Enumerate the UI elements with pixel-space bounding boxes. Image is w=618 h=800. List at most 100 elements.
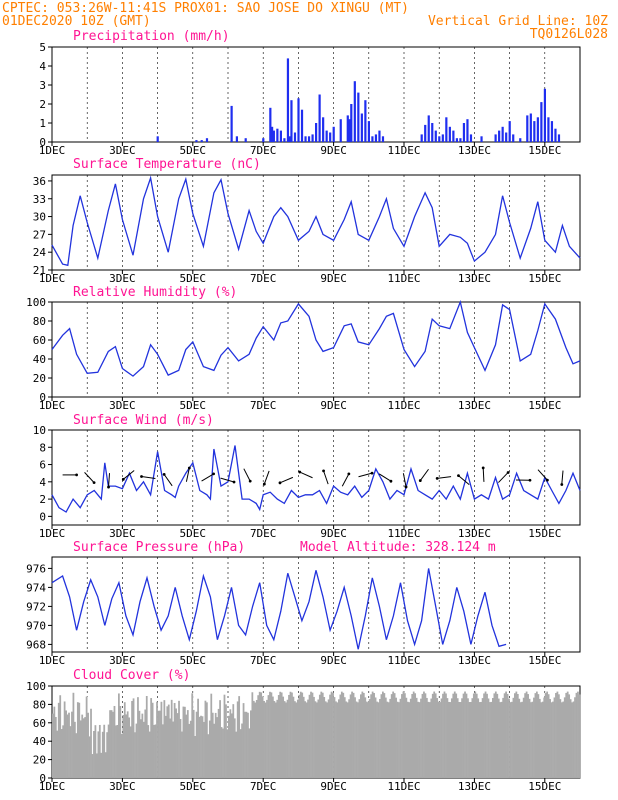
cloud-bar xyxy=(505,691,507,778)
wind-arrow-head xyxy=(162,472,166,476)
cloud-bar xyxy=(233,718,236,778)
cloud-bar xyxy=(206,702,208,778)
cloud-bar xyxy=(399,698,402,778)
precip-bar xyxy=(322,117,325,142)
cloud-bar xyxy=(81,714,84,778)
cloud-bar xyxy=(386,701,389,778)
rh-ytick-label: 20 xyxy=(33,372,46,385)
wind-arrow-head xyxy=(347,472,351,476)
cloud-bar xyxy=(283,701,286,778)
cloud-bar xyxy=(252,700,255,778)
cloud-bar xyxy=(352,692,355,778)
cloud-bar xyxy=(543,697,546,778)
cloud-bar xyxy=(324,701,327,778)
cloud-bar xyxy=(357,702,359,778)
cloud-bar xyxy=(210,693,213,778)
precip-xtick-label: 1DEC xyxy=(39,144,66,157)
precip-bar xyxy=(200,140,203,142)
temp-xtick-label: 5DEC xyxy=(180,272,207,285)
cloud-bar xyxy=(549,699,551,778)
header-location: CPTEC: 053:26W-11:41S PROX01: SAO JOSE D… xyxy=(2,1,409,16)
cloud-bar xyxy=(449,702,452,778)
wind-panel: 0 2 4 6 8 10 1DEC 3DEC 5DEC 7DEC 9DEC 11DEC 13DEC 15D… xyxy=(33,424,581,540)
wind-arrow xyxy=(84,472,95,483)
cloud-bar xyxy=(272,696,274,778)
cloud-bar xyxy=(415,697,418,778)
rh-title: Relative Humidity (%) xyxy=(73,285,237,300)
cloud-bar xyxy=(486,693,488,778)
cloud-bar xyxy=(145,695,148,778)
cloud-bar xyxy=(382,691,384,778)
pressure-line xyxy=(51,568,507,650)
wind-arrow-head xyxy=(545,478,549,482)
precip-ytick-label: 2 xyxy=(39,98,46,111)
precip-xtick-label: 9DEC xyxy=(320,144,347,157)
rh-ytick-label: 80 xyxy=(33,315,46,328)
cloud-bar xyxy=(56,730,59,778)
precip-xtick-label: 7DEC xyxy=(250,144,277,157)
cloud-bar xyxy=(269,691,271,778)
precip-ytick-label: 4 xyxy=(39,60,46,73)
temp-line xyxy=(51,175,581,267)
cloud-bar xyxy=(214,712,217,778)
precip-bar xyxy=(195,140,198,142)
cloud-bar xyxy=(138,710,141,778)
wind-title: Surface Wind (m/s) xyxy=(73,413,214,428)
cloud-bar xyxy=(107,724,110,778)
cloud-bar xyxy=(197,698,199,778)
cloud-bar xyxy=(376,701,378,778)
wind-arrow-head xyxy=(457,474,460,477)
cloud-bar xyxy=(578,694,581,778)
cloud-bar xyxy=(358,699,361,778)
wind-arrow-head xyxy=(92,481,96,485)
cloud-bar xyxy=(418,702,421,778)
cloud-bar xyxy=(559,699,562,778)
cloud-bar xyxy=(577,691,579,778)
cloud-bar xyxy=(522,697,525,778)
precip-bar xyxy=(374,134,378,142)
cloud-bar xyxy=(547,694,550,778)
cloud-bar xyxy=(342,692,345,778)
cloud-bar xyxy=(574,697,576,778)
cloud-bar xyxy=(232,704,235,778)
cloud-bar xyxy=(461,698,463,778)
wind-arrow xyxy=(437,476,452,479)
precip-bar xyxy=(350,104,353,142)
precip-bar xyxy=(554,128,557,142)
precip-xtick-label: 3DEC xyxy=(109,144,136,157)
cloud-bar xyxy=(223,694,226,778)
cloud-bar xyxy=(241,723,243,778)
cloud-bar xyxy=(318,694,321,778)
cloud-bar xyxy=(154,724,157,778)
wind-arrow-head xyxy=(481,466,485,470)
cloud-bar xyxy=(484,691,487,778)
cloud-bar xyxy=(362,692,365,778)
cloud-bar xyxy=(84,717,87,778)
precip-bar xyxy=(360,113,363,142)
precip-bar xyxy=(452,130,455,142)
cloud-bar xyxy=(298,694,301,778)
cloud-bar xyxy=(384,697,387,778)
cloud-bar xyxy=(569,699,572,778)
precip-bar xyxy=(459,138,462,142)
cloud-bar xyxy=(478,702,481,778)
cloud-bar xyxy=(118,693,120,778)
cloud-xtick-label: 15DEC xyxy=(528,780,561,793)
cloud-bar xyxy=(242,703,245,778)
cloud-bar xyxy=(430,698,433,778)
cloud-bar xyxy=(481,698,484,778)
wind-arrow-head xyxy=(370,471,374,475)
cloud-bar xyxy=(182,706,185,778)
cloud-bar xyxy=(57,702,60,778)
cloud-bar xyxy=(248,728,251,778)
cloud-bar xyxy=(98,724,101,778)
wind-arrow xyxy=(341,473,350,487)
cloud-bar xyxy=(225,704,227,778)
temp-title: Surface Temperature (nC) xyxy=(73,157,261,172)
cloud-bar xyxy=(313,696,315,778)
cloud-bar xyxy=(519,702,522,778)
precip-bar xyxy=(357,92,360,142)
cloud-bar xyxy=(404,693,406,778)
cloud-bar xyxy=(217,708,220,778)
wind-arrow-head xyxy=(435,476,439,480)
